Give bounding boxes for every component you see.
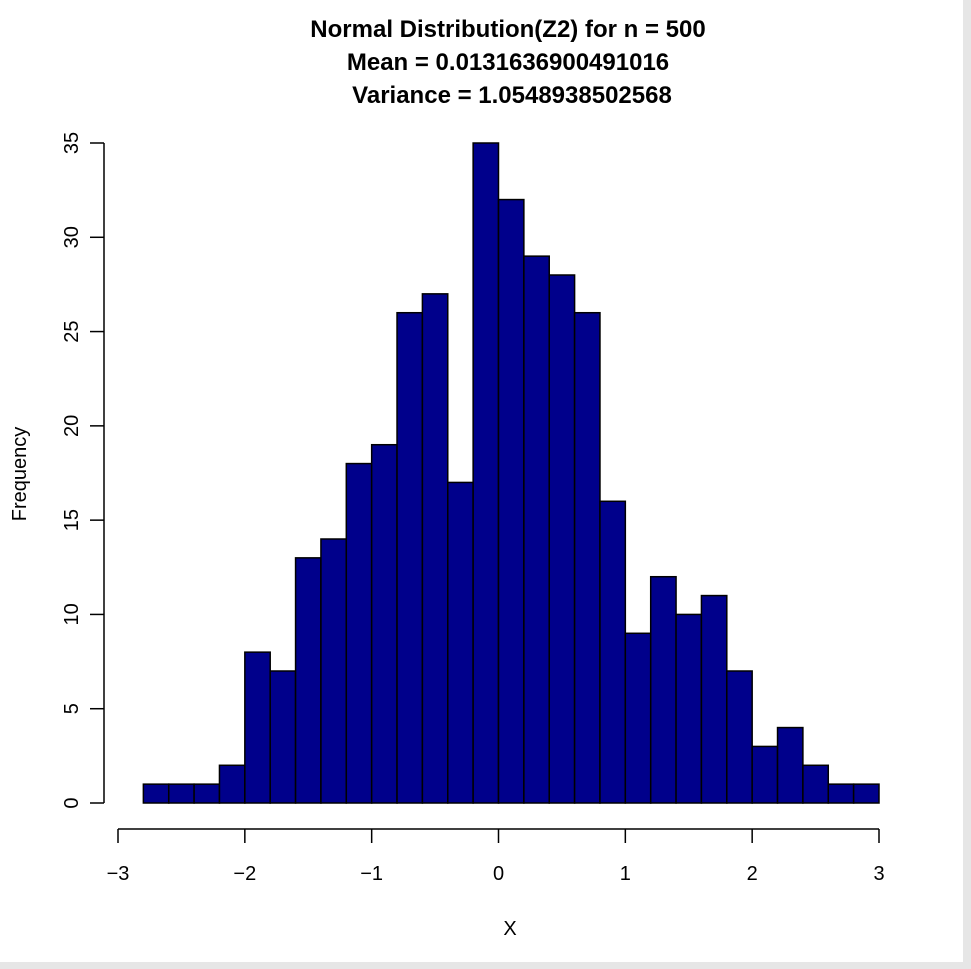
histogram-bar: [269, 670, 297, 804]
histogram-bar: [472, 142, 500, 804]
histogram-bar: [167, 783, 195, 804]
histogram-bar: [751, 745, 779, 804]
histogram-bar: [624, 632, 652, 804]
histogram-bars: [142, 142, 880, 804]
y-axis: 0 5 10 15 20 25 30 35: [61, 132, 105, 809]
histogram-bar: [802, 764, 830, 804]
y-tick-label: 25: [61, 320, 83, 342]
title-line-1: Normal Distribution(Z2) for n = 500: [310, 16, 705, 43]
histogram-bar: [396, 311, 424, 804]
histogram-bar: [142, 783, 170, 804]
histogram-bar: [497, 198, 525, 804]
x-tick-label: 1: [620, 863, 631, 885]
histogram-bar: [320, 538, 348, 804]
title-line-2: Mean = 0.0131636900491016: [347, 49, 669, 76]
histogram-bar: [675, 613, 703, 804]
histogram-bar: [447, 481, 474, 804]
histogram-bar: [548, 274, 576, 804]
chart-title: Normal Distribution(Z2) for n = 500 Mean…: [310, 16, 705, 109]
histogram-bar: [218, 764, 246, 804]
y-tick-label: 35: [61, 132, 83, 154]
histogram-bar: [421, 293, 449, 804]
x-tick-label: 3: [873, 863, 884, 885]
x-tick-label: −2: [233, 863, 256, 885]
histogram-bar: [244, 651, 271, 804]
histogram-bar: [370, 443, 398, 804]
histogram-bar: [599, 500, 627, 804]
x-tick-label: −3: [107, 863, 130, 885]
histogram-bar: [573, 311, 601, 804]
x-axis-label: X: [503, 918, 516, 940]
y-tick-label: 30: [61, 226, 83, 248]
y-tick-label: 15: [61, 509, 83, 531]
x-tick-label: 0: [493, 863, 504, 885]
histogram-bar: [294, 557, 322, 804]
histogram-bar: [726, 670, 753, 804]
y-tick-label: 5: [61, 703, 83, 714]
y-axis-label: Frequency: [9, 427, 31, 522]
x-tick-label: 2: [747, 863, 758, 885]
y-tick-label: 20: [61, 415, 83, 437]
x-tick-label: −1: [360, 863, 383, 885]
histogram-bar: [193, 783, 221, 804]
histogram-bar: [523, 255, 550, 804]
y-tick-label: 10: [61, 603, 83, 625]
x-axis: −3 −2 −1 0 1 2 3: [107, 828, 885, 885]
histogram-bar: [776, 726, 804, 804]
title-line-3: Variance = 1.0548938502568: [352, 82, 672, 109]
histogram-bar: [345, 462, 373, 804]
y-tick-label: 0: [61, 797, 83, 808]
histogram-bar: [852, 783, 880, 804]
histogram-bar: [700, 594, 728, 804]
histogram-bar: [649, 575, 677, 804]
histogram-bar: [827, 783, 855, 804]
